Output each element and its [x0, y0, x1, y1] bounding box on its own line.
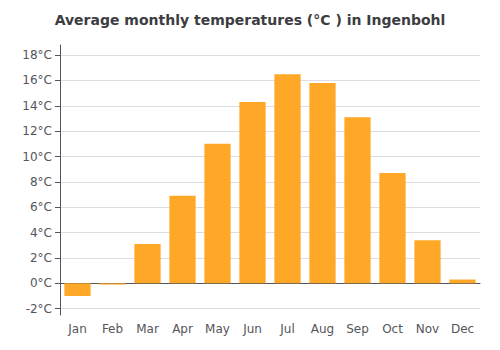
svg-text:May: May	[205, 322, 230, 336]
svg-text:14°C: 14°C	[22, 99, 52, 113]
svg-text:-2°C: -2°C	[26, 302, 52, 316]
svg-text:Nov: Nov	[416, 322, 439, 336]
svg-text:Feb: Feb	[102, 322, 123, 336]
svg-text:6°C: 6°C	[30, 200, 52, 214]
svg-text:Aug: Aug	[311, 322, 334, 336]
svg-text:Mar: Mar	[136, 322, 159, 336]
svg-text:16°C: 16°C	[22, 73, 52, 87]
svg-text:4°C: 4°C	[30, 226, 52, 240]
svg-text:8°C: 8°C	[30, 175, 52, 189]
svg-text:2°C: 2°C	[30, 251, 52, 265]
svg-text:Jun: Jun	[242, 322, 262, 336]
svg-text:Sep: Sep	[346, 322, 369, 336]
svg-text:10°C: 10°C	[22, 150, 52, 164]
svg-text:Jan: Jan	[67, 322, 87, 336]
svg-text:Dec: Dec	[451, 322, 474, 336]
svg-text:Oct: Oct	[382, 322, 403, 336]
svg-text:12°C: 12°C	[22, 124, 52, 138]
svg-text:0°C: 0°C	[30, 276, 52, 290]
svg-text:Apr: Apr	[172, 322, 193, 336]
svg-text:Average monthly temperatures (: Average monthly temperatures (°C ) in In…	[55, 12, 446, 28]
svg-text:18°C: 18°C	[22, 48, 52, 62]
svg-text:Jul: Jul	[279, 322, 294, 336]
